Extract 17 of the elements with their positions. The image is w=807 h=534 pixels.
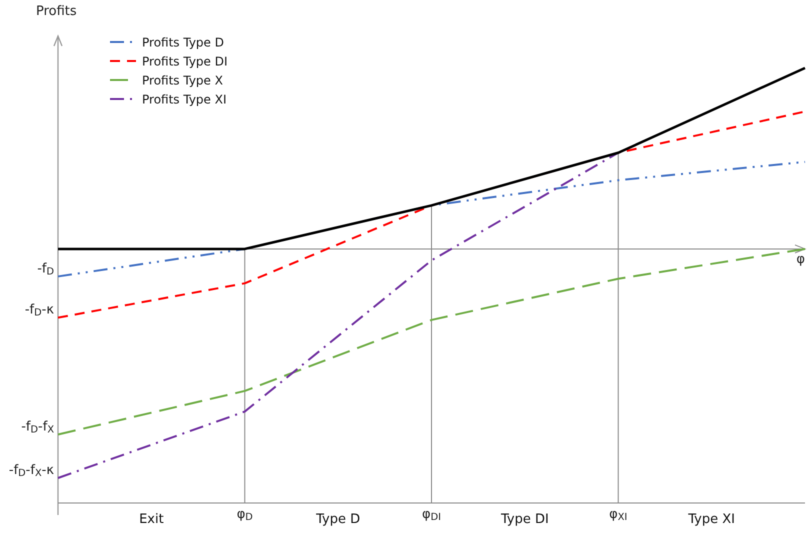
x-axis-title: φ (796, 252, 805, 267)
x-tick-label: φ$_{XI}$ (609, 507, 628, 522)
legend-label: Profits Type X (142, 74, 223, 88)
text: Type XI (687, 512, 735, 527)
text: Exit (139, 512, 164, 527)
legend-label: Profits Type DI (142, 54, 228, 68)
text: -f$_{D}$-f$_{X}$ (21, 419, 54, 435)
text: -f$_{D}$-f$_{X}$-κ (8, 463, 54, 478)
text: Type DI (500, 512, 549, 527)
x-tick-label: φ$_{DI}$ (422, 507, 441, 522)
text: -f$_{D}$ (37, 261, 54, 277)
legend-label: Profits Type D (142, 36, 224, 50)
text: -f$_{D}$-κ (24, 302, 54, 318)
legend-label: Profits Type XI (142, 92, 227, 106)
text: Type D (315, 512, 360, 527)
x-tick-label: φ$_{D}$ (236, 507, 253, 522)
y-axis-title: Profits (36, 4, 77, 19)
